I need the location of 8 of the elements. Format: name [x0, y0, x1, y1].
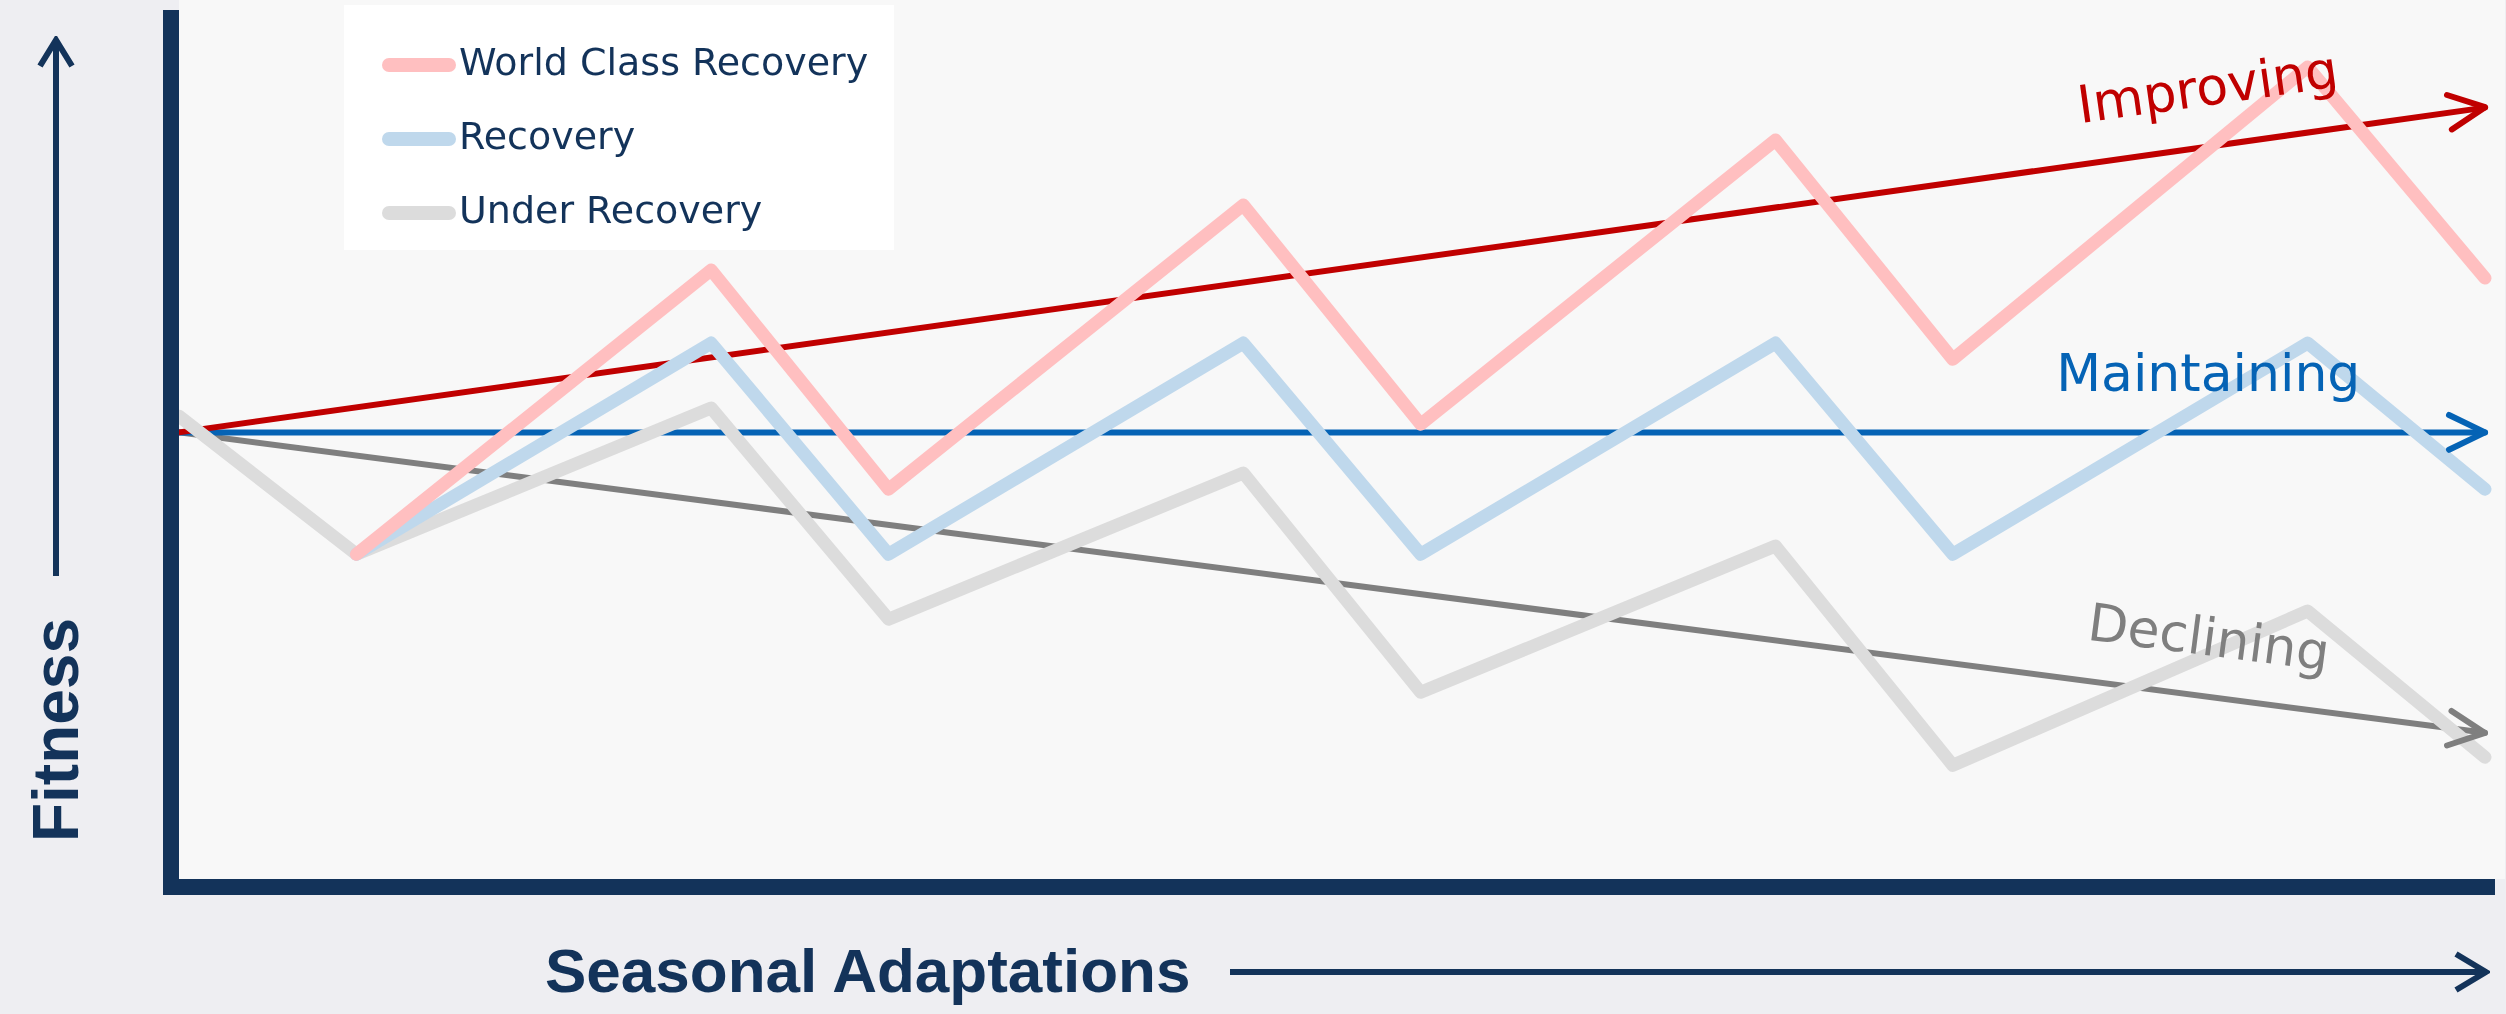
y-axis-title: Fitness — [19, 617, 93, 843]
x-axis-title: Seasonal Adaptations — [545, 935, 1191, 1006]
annotation: Declining — [2084, 591, 2334, 683]
legend-label: Recovery — [459, 113, 636, 158]
annotation: Improving — [2073, 39, 2342, 136]
annotation: Maintaining — [2056, 342, 2361, 403]
legend-label: World Class Recovery — [459, 39, 869, 84]
legend-label: Under Recovery — [459, 187, 763, 232]
